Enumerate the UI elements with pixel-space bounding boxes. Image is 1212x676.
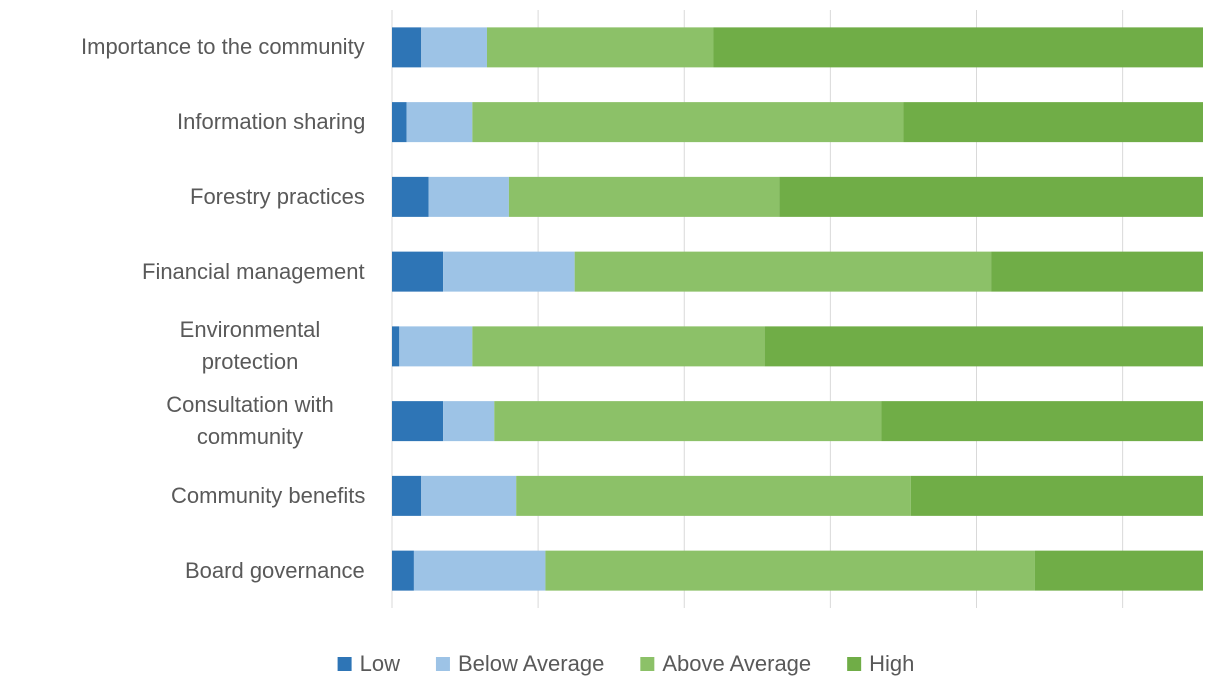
legend-label: Low [360, 651, 400, 676]
bar-segment [903, 102, 1203, 143]
bar-segment [421, 27, 487, 68]
bar-segment [508, 176, 780, 217]
legend-swatch [640, 657, 655, 671]
legend-label: Below Average [458, 651, 604, 676]
bar-segment [545, 550, 1035, 591]
y-tick-label: Environmental protection [179, 317, 321, 375]
bar-segment [764, 326, 1203, 367]
bar-segment [399, 326, 473, 367]
legend-label: Above Average [662, 651, 811, 676]
y-tick-label: Information sharing [177, 109, 366, 135]
bar-segment [392, 27, 422, 68]
bar-segment [392, 401, 444, 442]
bar-segment [472, 102, 904, 143]
bar-segment [910, 475, 1203, 516]
y-tick-label: Forestry practices [190, 183, 365, 209]
bar-segment [421, 475, 517, 516]
bar-segment [991, 251, 1203, 292]
bar-segment [779, 176, 1203, 217]
bar-segment [428, 176, 509, 217]
legend-swatch [847, 657, 862, 671]
legend-swatch [435, 657, 450, 671]
y-tick-label: Community benefits [171, 482, 366, 508]
y-tick-label: Board governance [185, 557, 365, 583]
bar-segment [472, 326, 765, 367]
y-tick-label: Financial management [142, 258, 365, 284]
bar-segment [392, 326, 400, 367]
bar-segment [713, 27, 1203, 68]
y-tick-label: Importance to the community [81, 34, 365, 60]
bar-segment [1034, 550, 1203, 591]
legend-label: High [869, 651, 914, 676]
legend-swatch [337, 657, 352, 671]
bar-segment [443, 401, 495, 442]
bar-segment [392, 176, 429, 217]
bar-segment [881, 401, 1203, 442]
bar-segment [392, 550, 414, 591]
bar-segment [392, 475, 422, 516]
bar-segment [574, 251, 992, 292]
bar-segment [392, 251, 444, 292]
bar-segment [392, 102, 407, 143]
bar-segment [516, 475, 911, 516]
y-tick-label: Consultation with community [166, 392, 334, 450]
bar-segment [443, 251, 575, 292]
bar-segment [486, 27, 714, 68]
bar-segment [494, 401, 882, 442]
bar-segment [413, 550, 546, 591]
bar-segment [406, 102, 473, 143]
